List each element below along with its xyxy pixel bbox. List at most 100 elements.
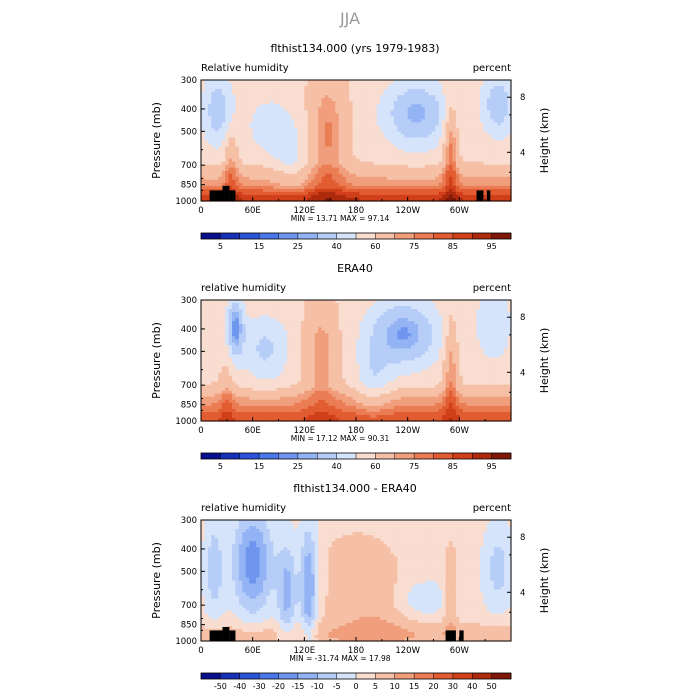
heatmap-cell <box>383 92 388 96</box>
heatmap-cell <box>263 321 268 325</box>
heatmap-cell <box>328 333 333 337</box>
heatmap-cell <box>331 330 336 334</box>
heatmap-cell <box>445 324 450 328</box>
heatmap-cell <box>452 140 457 145</box>
heatmap-cell <box>342 146 347 151</box>
heatmap-cell <box>218 146 223 151</box>
heatmap-cell <box>504 303 509 307</box>
heatmap-cell <box>490 86 495 90</box>
heatmap-cell <box>469 161 474 166</box>
heatmap-cell <box>252 119 257 123</box>
heatmap-cell <box>307 122 312 126</box>
heatmap-cell <box>480 315 485 319</box>
heatmap-cell <box>273 333 278 337</box>
heatmap-cell <box>480 113 485 117</box>
heatmap-cell <box>507 188 512 193</box>
heatmap-cell <box>232 131 237 136</box>
heatmap-cell <box>366 333 371 337</box>
heatmap-cell <box>211 330 216 334</box>
heatmap-cell <box>328 149 333 154</box>
heatmap-cell <box>335 321 340 325</box>
heatmap-cell <box>311 309 316 313</box>
heatmap-cell <box>356 191 361 196</box>
heatmap-cell <box>304 191 309 196</box>
heatmap-cell <box>390 324 395 328</box>
heatmap-cell <box>211 318 216 322</box>
heatmap-cell <box>238 333 243 337</box>
heatmap-cell <box>483 104 488 108</box>
heatmap-cell <box>359 182 364 187</box>
heatmap-cell <box>276 80 281 84</box>
heatmap-cell <box>342 137 347 142</box>
heatmap-cell <box>449 339 454 343</box>
heatmap-cell <box>335 300 340 304</box>
heatmap-cell <box>266 95 271 99</box>
heatmap-cell <box>476 330 481 334</box>
heatmap-cell <box>304 128 309 133</box>
heatmap-cell <box>390 179 395 184</box>
heatmap-cell <box>307 342 312 346</box>
heatmap-cell <box>245 122 250 126</box>
heatmap-cell <box>486 321 491 325</box>
heatmap-cell <box>362 327 367 331</box>
heatmap-cell <box>442 104 447 108</box>
heatmap-cell <box>280 149 285 154</box>
heatmap-cell <box>280 98 285 102</box>
heatmap-cell <box>442 300 447 304</box>
heatmap-cell <box>297 309 302 313</box>
heatmap-cell <box>442 86 447 90</box>
heatmap-cell <box>214 137 219 142</box>
heatmap-cell <box>435 300 440 304</box>
heatmap-cell <box>473 89 478 93</box>
heatmap-cell <box>400 86 405 90</box>
heatmap-cell <box>283 197 288 202</box>
heatmap-cell <box>283 194 288 199</box>
heatmap-cell <box>328 312 333 316</box>
heatmap-cell <box>232 312 237 316</box>
heatmap-cell <box>259 185 264 190</box>
heatmap-cell <box>238 122 243 126</box>
heatmap-cell <box>300 164 305 169</box>
heatmap-cell <box>387 309 392 313</box>
heatmap-cell <box>431 336 436 340</box>
heatmap-cell <box>424 185 429 190</box>
heatmap-cell <box>418 104 423 108</box>
heatmap-cell <box>431 315 436 319</box>
heatmap-cell <box>362 137 367 142</box>
heatmap-cell <box>273 125 278 130</box>
heatmap-cell <box>459 333 464 337</box>
heatmap-cell <box>263 179 268 184</box>
heatmap-cell <box>307 300 312 304</box>
heatmap-cell <box>418 116 423 120</box>
heatmap-cell <box>383 303 388 307</box>
heatmap-cell <box>469 119 474 123</box>
heatmap-cell <box>376 170 381 175</box>
heatmap-cell <box>411 167 416 172</box>
heatmap-cell <box>383 143 388 148</box>
heatmap-cell <box>390 321 395 325</box>
heatmap-cell <box>380 140 385 145</box>
heatmap-cell <box>238 161 243 166</box>
heatmap-cell <box>431 312 436 316</box>
heatmap-cell <box>352 300 357 304</box>
heatmap-cell <box>207 125 212 130</box>
heatmap-cell <box>500 95 505 99</box>
heatmap-cell <box>462 173 467 178</box>
heatmap-cell <box>300 161 305 166</box>
heatmap-cell <box>500 125 505 130</box>
heatmap-cell <box>345 86 350 90</box>
heatmap-cell <box>383 134 388 139</box>
heatmap-cell <box>400 336 405 340</box>
heatmap-cell <box>290 197 295 202</box>
heatmap-cell <box>376 155 381 160</box>
heatmap-cell <box>497 98 502 102</box>
heatmap-cell <box>466 173 471 178</box>
heatmap-cell <box>390 191 395 196</box>
heatmap-cell <box>249 318 254 322</box>
heatmap-cell <box>366 336 371 340</box>
heatmap-cell <box>438 321 443 325</box>
heatmap-cell <box>411 89 416 93</box>
heatmap-cell <box>418 318 423 322</box>
heatmap-cell <box>362 86 367 90</box>
heatmap-cell <box>383 185 388 190</box>
